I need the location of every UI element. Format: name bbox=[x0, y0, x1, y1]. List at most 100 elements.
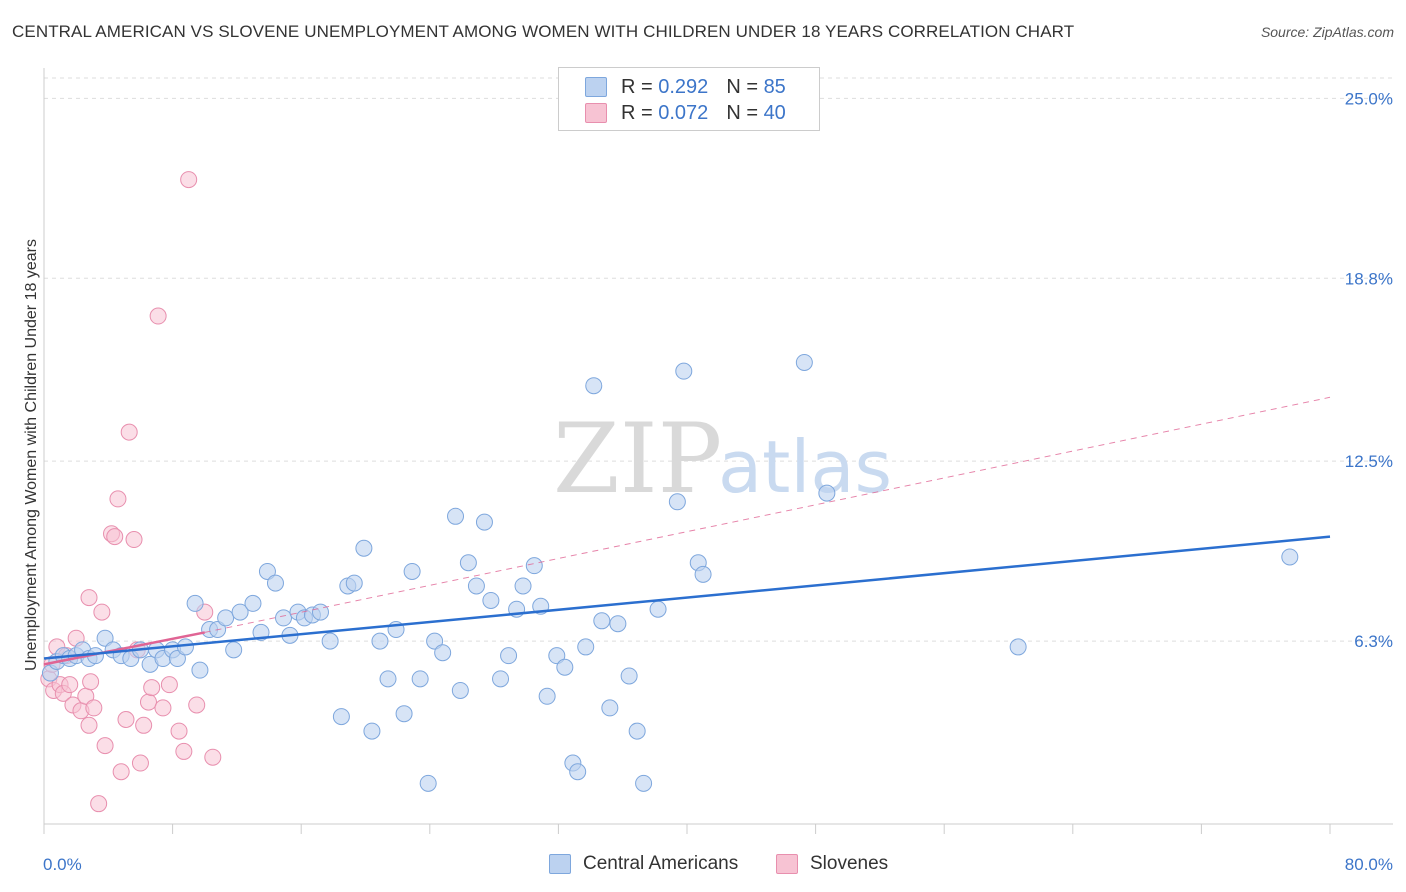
slovenes-point bbox=[154, 699, 172, 717]
y-tick-label: 25.0% bbox=[1345, 89, 1393, 108]
central-americans-point bbox=[363, 722, 381, 740]
y-tick-label: 18.8% bbox=[1345, 269, 1393, 288]
axes bbox=[43, 68, 1393, 834]
legend-r-label: R = bbox=[621, 101, 653, 124]
legend-n-label: N = bbox=[726, 101, 758, 124]
central-americans-point bbox=[426, 632, 444, 650]
central-americans-point bbox=[1281, 548, 1299, 566]
central-americans-point bbox=[434, 644, 452, 662]
central-americans-point bbox=[492, 670, 510, 688]
slovenes-point bbox=[149, 307, 167, 325]
watermark-atlas: atlas bbox=[718, 425, 892, 509]
legend-swatch-pink bbox=[585, 103, 607, 123]
slovenes-point bbox=[120, 423, 138, 441]
slovenes-trend-line bbox=[43, 631, 205, 666]
central-americans-point bbox=[311, 603, 329, 621]
central-americans-point bbox=[649, 600, 667, 618]
central-americans-point bbox=[258, 562, 276, 580]
slovenes-point bbox=[80, 716, 98, 734]
chart-source: Source: ZipAtlas.com bbox=[1260, 24, 1394, 40]
central-americans-point bbox=[379, 670, 397, 688]
watermark: ZIP atlas bbox=[553, 403, 892, 515]
slovenes-point bbox=[125, 531, 143, 549]
central-americans-point bbox=[556, 658, 574, 676]
legend-n-label: N = bbox=[726, 75, 758, 98]
legend-row-slovenes: R = 0.072 N = 40 bbox=[585, 100, 786, 126]
slovenes-point bbox=[135, 716, 153, 734]
legend-central-americans[interactable]: Central Americans bbox=[549, 852, 738, 876]
slovenes-point bbox=[188, 696, 206, 714]
slovenes-point bbox=[90, 795, 108, 813]
central-americans-point bbox=[321, 632, 339, 650]
central-americans-point bbox=[628, 722, 646, 740]
central-americans-point bbox=[675, 362, 693, 380]
central-americans-point bbox=[191, 661, 209, 679]
central-americans-point bbox=[403, 562, 421, 580]
central-americans-point bbox=[225, 641, 243, 659]
slovenes-point bbox=[160, 676, 178, 694]
central-americans-point bbox=[371, 632, 389, 650]
central-americans-point bbox=[447, 507, 465, 525]
slovenes-point bbox=[96, 737, 114, 755]
slovenes-point bbox=[106, 528, 124, 546]
central-americans-point bbox=[186, 594, 204, 612]
legend-row-central-americans: R = 0.292 N = 85 bbox=[585, 74, 786, 100]
central-americans-point bbox=[395, 705, 413, 723]
slovenes-point bbox=[131, 754, 149, 772]
central-americans-point bbox=[345, 574, 363, 592]
central-americans-point bbox=[231, 603, 249, 621]
central-americans-point bbox=[266, 574, 284, 592]
central-americans-point bbox=[514, 577, 532, 595]
central-americans-point bbox=[569, 763, 587, 781]
legend-slovenes[interactable]: Slovenes bbox=[776, 852, 888, 876]
legend-swatch-blue bbox=[549, 854, 571, 874]
central-americans-point bbox=[467, 577, 485, 595]
central-americans-point bbox=[419, 774, 437, 792]
tick-labels: 6.3% 12.5% 18.8% 25.0% 0.0% 80.0% bbox=[43, 89, 1393, 874]
central-americans-point bbox=[244, 594, 262, 612]
central-americans-point bbox=[818, 484, 836, 502]
trend-lines bbox=[43, 396, 1331, 666]
central-americans-point bbox=[459, 554, 477, 572]
central-americans-point bbox=[332, 708, 350, 726]
slovenes-point bbox=[139, 693, 157, 711]
legend-r-value: 0.072 bbox=[658, 101, 709, 124]
legend-label-central-americans: Central Americans bbox=[583, 853, 739, 874]
slovenes-point bbox=[175, 742, 193, 760]
central-americans-point bbox=[168, 650, 186, 668]
watermark-zip: ZIP bbox=[553, 403, 722, 515]
x-tick-label: 80.0% bbox=[1345, 855, 1393, 874]
central-americans-trend-line bbox=[43, 535, 1331, 660]
central-americans-point bbox=[694, 565, 712, 583]
legend-swatch-blue bbox=[585, 77, 607, 97]
central-americans-point bbox=[609, 615, 627, 633]
central-americans-point bbox=[538, 687, 556, 705]
central-americans-point bbox=[482, 591, 500, 609]
slovenes-trend-extension bbox=[204, 396, 1331, 633]
central-americans-point bbox=[500, 647, 518, 665]
slovenes-point bbox=[170, 722, 188, 740]
central-americans-point bbox=[451, 681, 469, 699]
central-americans-point bbox=[635, 774, 653, 792]
grid-lines bbox=[44, 77, 1393, 642]
central-americans-point bbox=[577, 638, 595, 656]
central-americans-point bbox=[525, 557, 543, 575]
slovenes-point bbox=[61, 676, 79, 694]
central-americans-point bbox=[620, 667, 638, 685]
legend-r-label: R = bbox=[621, 75, 653, 98]
central-americans-point bbox=[668, 493, 686, 511]
legend-r-value: 0.292 bbox=[658, 75, 709, 98]
legend-label-slovenes: Slovenes bbox=[810, 853, 889, 874]
slovenes-point bbox=[93, 603, 111, 621]
slovenes-points bbox=[40, 171, 222, 813]
central-americans-point bbox=[176, 638, 194, 656]
legend-swatch-pink bbox=[776, 854, 798, 874]
slovenes-point bbox=[82, 673, 100, 691]
legend-n-value: 40 bbox=[763, 101, 786, 124]
correlation-legend: R = 0.292 N = 85 R = 0.072 N = 40 bbox=[558, 67, 820, 131]
central-americans-point bbox=[1009, 638, 1027, 656]
central-americans-point bbox=[411, 670, 429, 688]
central-americans-point bbox=[585, 377, 603, 395]
slovenes-point bbox=[117, 711, 135, 729]
central-americans-point bbox=[548, 647, 566, 665]
